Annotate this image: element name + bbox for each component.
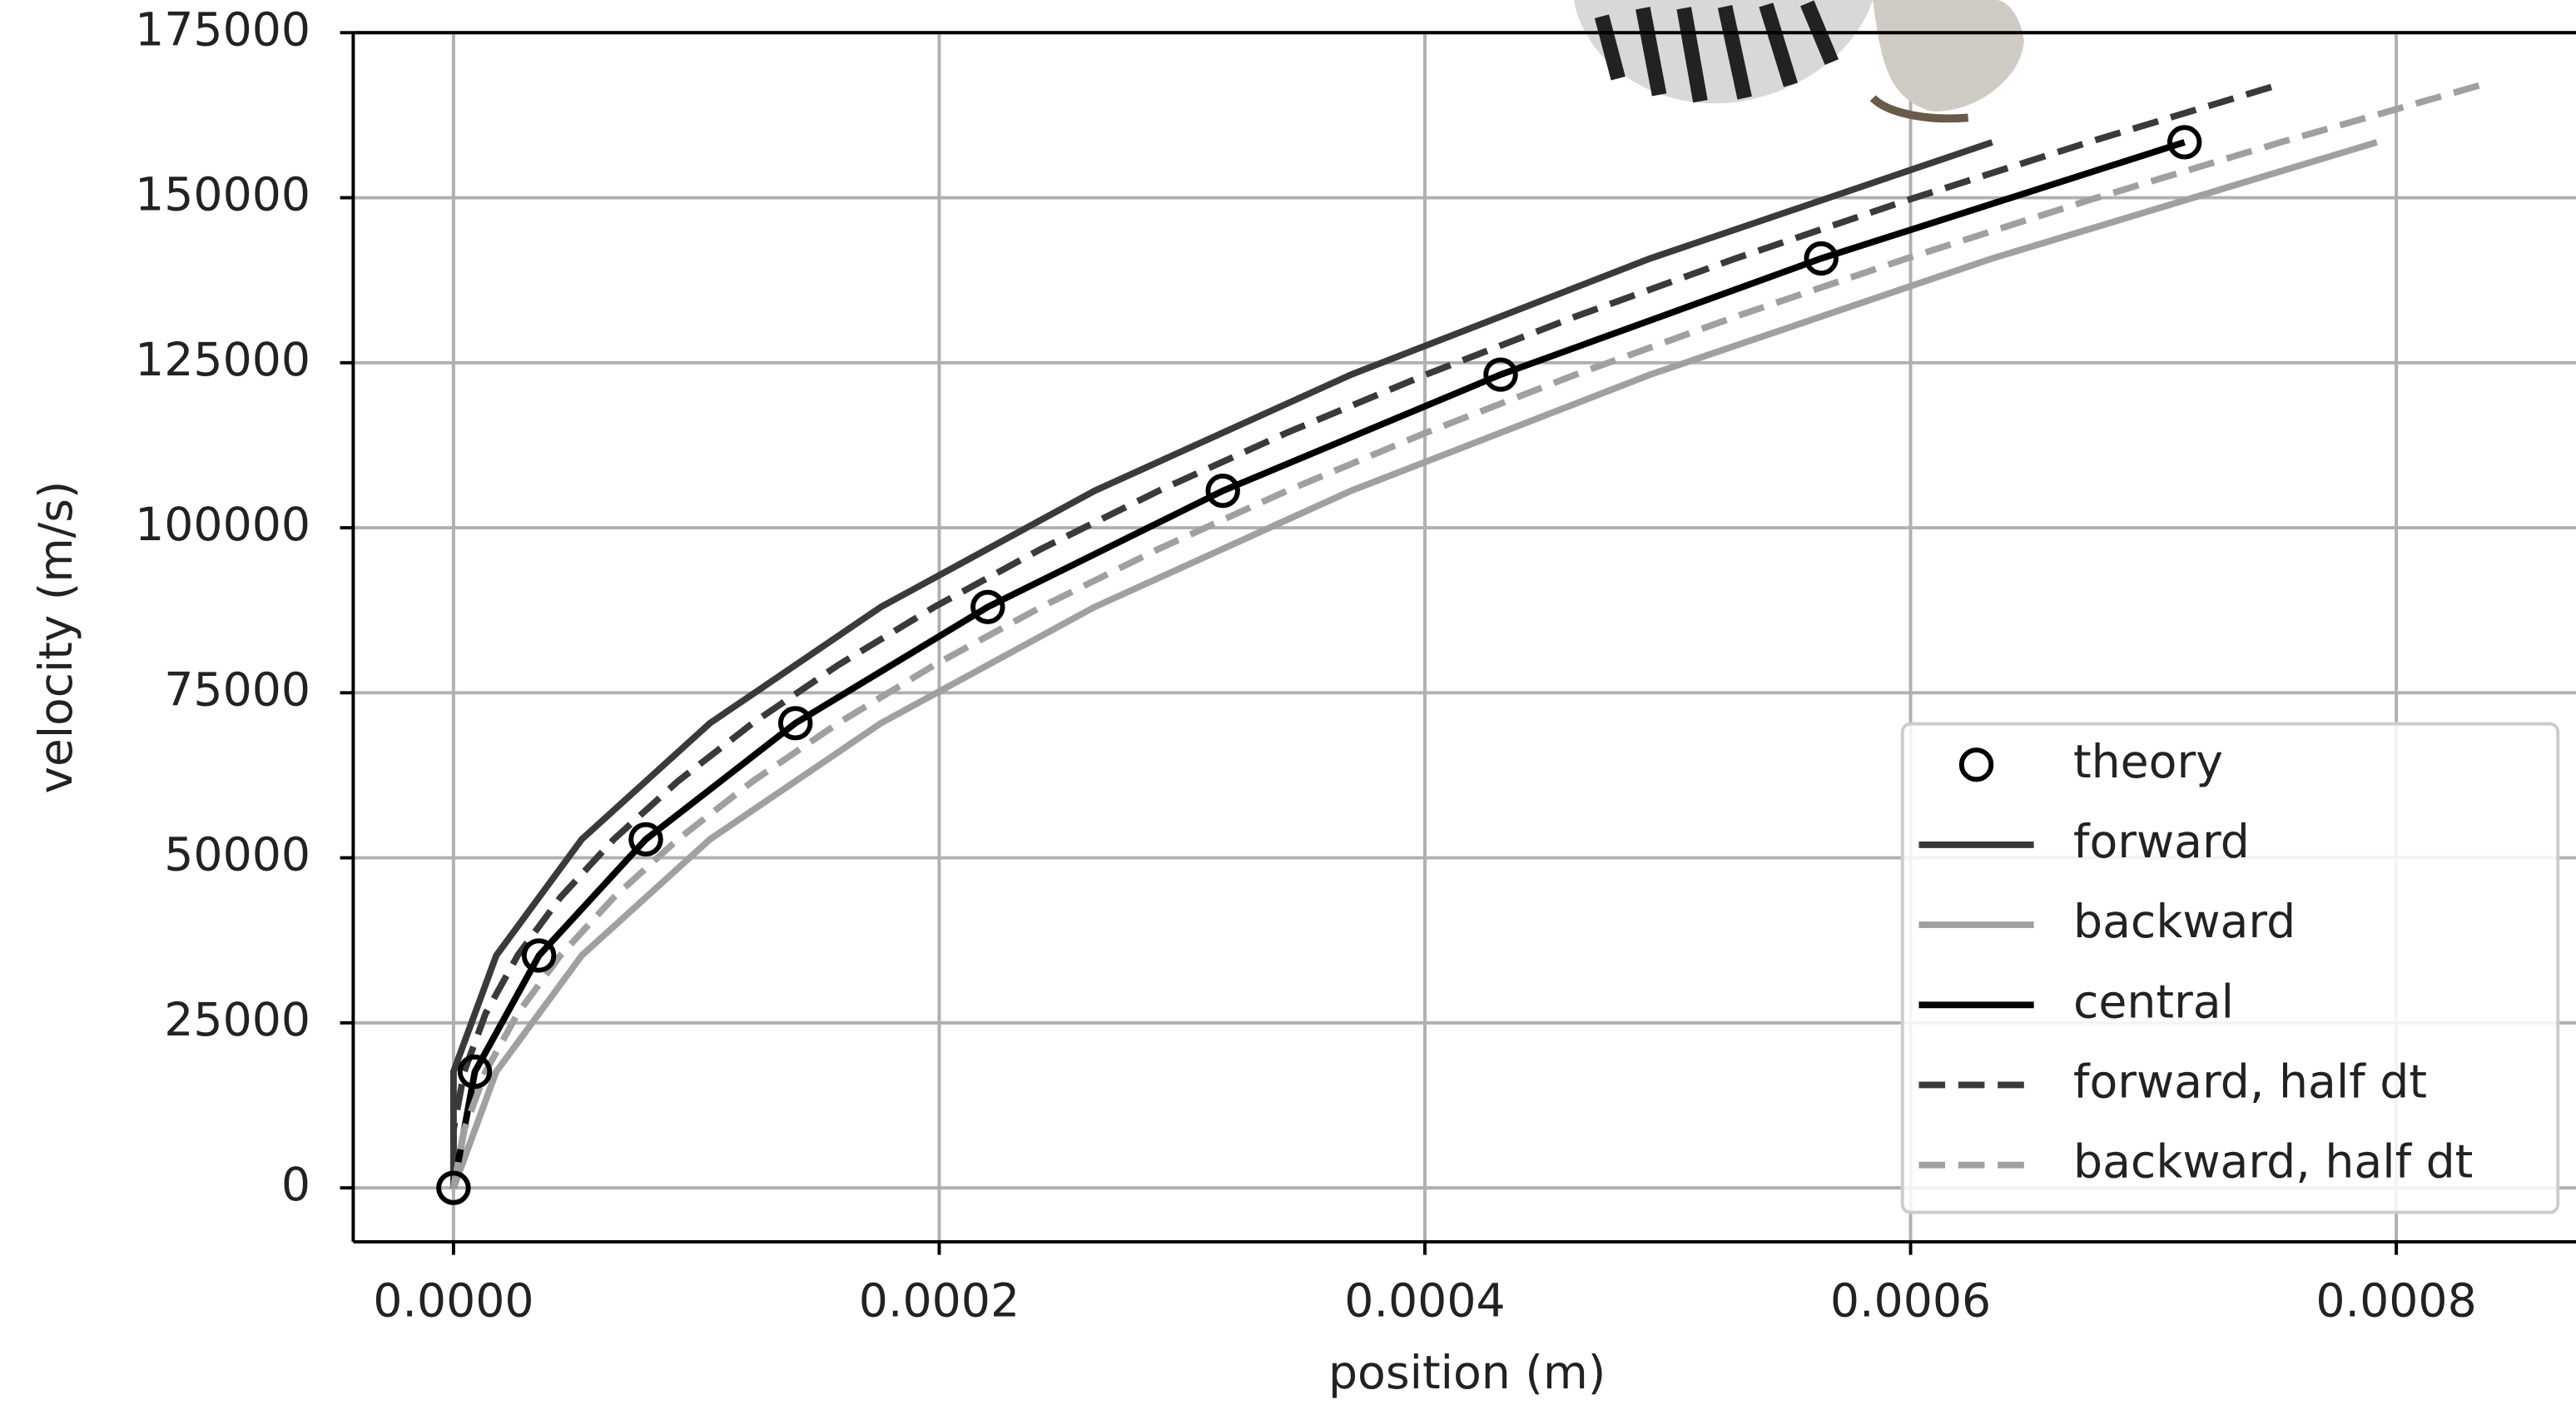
series-line [449,139,1993,1189]
legend-marker [1958,747,1994,782]
theory-point [457,1054,493,1090]
legend-label: backward, half dt [2073,1135,2473,1189]
y-axis-label: velocity (m/s) [29,481,82,794]
y-tick-label: 100000 [135,498,310,551]
legend-label: central [2073,976,2234,1029]
lemur-decoration [1573,0,2024,123]
series-line [450,139,2378,1189]
theory-point [1205,474,1240,509]
legend-label: theory [2073,735,2223,788]
theory-point [1483,357,1518,392]
theory-point [1804,241,1839,276]
x-tick-label: 0.0002 [859,1274,1020,1328]
x-tick-label: 0.0008 [2315,1274,2476,1328]
theory-point [970,589,1005,624]
x-tick-label: 0.0006 [1830,1274,1991,1328]
series-line [449,139,2186,1189]
y-tick-label: 75000 [164,663,310,717]
legend-label: forward [2073,815,2250,868]
x-tick-label: 0.0004 [1344,1274,1505,1328]
legend-label: backward [2073,895,2296,948]
y-tick-label: 25000 [164,993,310,1046]
theory-point [436,1170,471,1205]
theory-point [628,822,663,856]
legend-label: forward, half dt [2073,1055,2427,1109]
axes-frame [351,31,2576,1244]
y-tick-label: 175000 [135,3,310,57]
plot-area [436,81,2485,1205]
x-tick-label: 0.0000 [373,1274,534,1328]
y-tick-label: 0 [281,1158,310,1211]
theory-point [2167,125,2202,160]
y-tick-label: 50000 [164,828,310,881]
theory-point [521,938,557,973]
y-tick-label: 150000 [135,168,310,221]
theory-point [777,706,813,741]
x-axis-label: position (m) [1328,1346,1606,1399]
legend: theory forward backward central forward, hal… [1900,722,2560,1214]
y-tick-label: 125000 [135,333,310,386]
series-line [449,81,2485,1189]
